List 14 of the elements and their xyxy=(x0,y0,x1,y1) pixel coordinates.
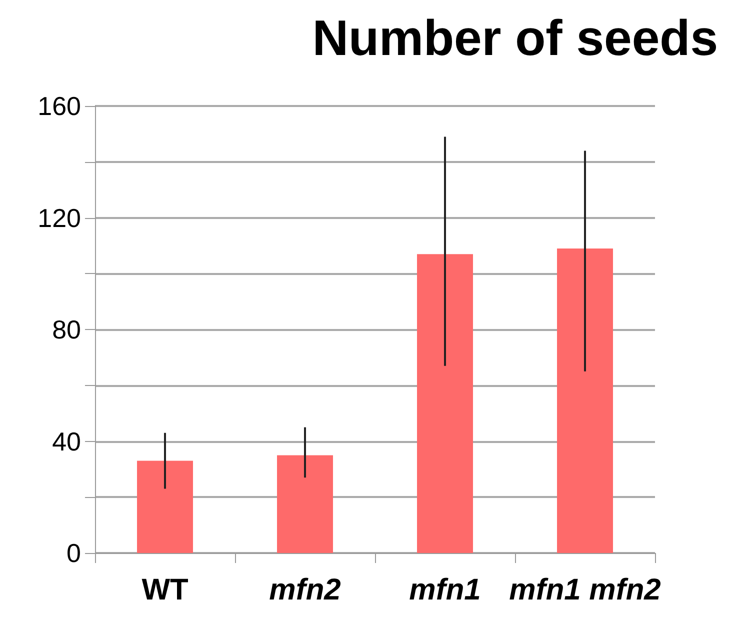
y-tick-label: 160 xyxy=(38,91,81,121)
y-tick-label: 40 xyxy=(52,426,81,456)
chart-title: Number of seeds xyxy=(312,10,718,66)
x-tick-label: mfn1 mfn2 xyxy=(509,574,662,606)
bar xyxy=(137,460,193,553)
bar xyxy=(417,254,473,553)
bar xyxy=(557,248,613,553)
x-tick-label: mfn2 xyxy=(269,574,342,606)
y-tick-label: 80 xyxy=(52,314,81,344)
x-tick-label: mfn1 xyxy=(409,574,481,606)
y-tick-label: 120 xyxy=(38,202,81,233)
y-tick-label: 0 xyxy=(66,538,81,568)
x-tick-label: WT xyxy=(142,574,188,606)
bar xyxy=(277,455,333,553)
